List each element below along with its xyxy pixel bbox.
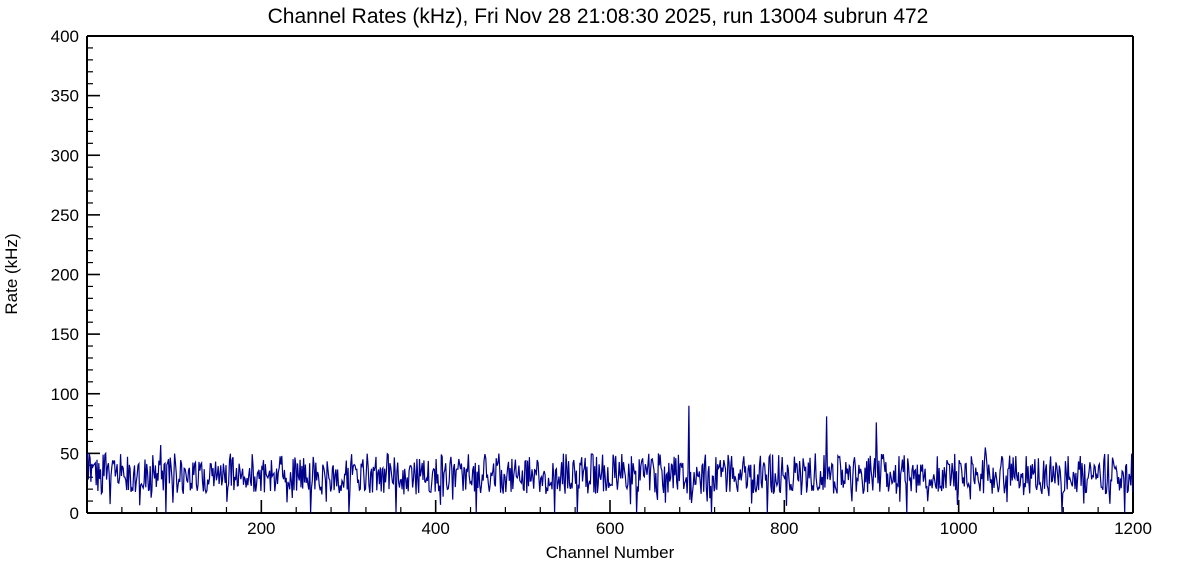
tick-label: 600: [596, 519, 624, 538]
tick-label: 400: [51, 27, 79, 46]
rate-histogram-line: [86, 405, 1134, 514]
tick-label: 0: [70, 504, 79, 523]
tick-label: 250: [51, 206, 79, 225]
tick-label: 400: [421, 519, 449, 538]
tick-label: 350: [51, 87, 79, 106]
tick-label: 100: [51, 385, 79, 404]
y-axis-title: Rate (kHz): [2, 233, 21, 314]
tick-label: 300: [51, 146, 79, 165]
tick-label: 1200: [1114, 519, 1152, 538]
tick-label: 200: [51, 266, 79, 285]
tick-label: 50: [60, 444, 79, 463]
tick-label: 800: [770, 519, 798, 538]
tick-label: 1000: [940, 519, 978, 538]
axes: [86, 35, 1134, 514]
tick-label: 150: [51, 325, 79, 344]
x-axis-title: Channel Number: [546, 543, 675, 562]
tick-labels: 0 50 100 150 200 250 300 350 400 200 400 600 800 1000…: [51, 27, 1152, 538]
chart-title: Channel Rates (kHz), Fri Nov 28 21:08:30…: [268, 5, 929, 28]
tick-label: 200: [247, 519, 275, 538]
